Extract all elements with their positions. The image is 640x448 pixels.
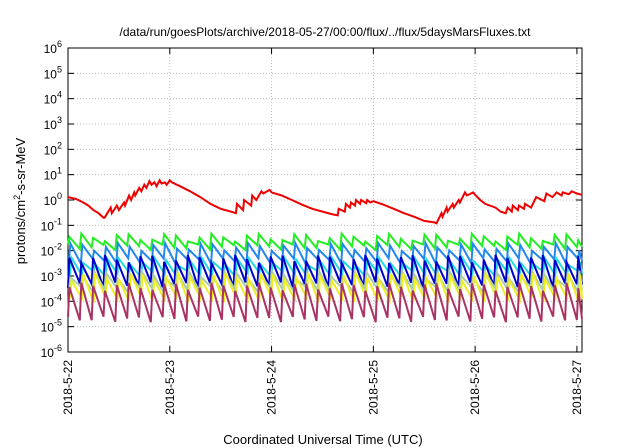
y-tick-label: 10-4 [41,292,62,309]
series-line-sawtooth-6 [67,282,583,323]
y-tick-label: 10-3 [41,267,62,284]
y-tick-label: 10-6 [41,343,62,360]
y-tick-label: 105 [44,64,62,81]
series-line-sawtooth-5 [69,272,583,305]
series-line-sawtooth-0 [67,230,583,253]
y-axis-label-tail: -s-sr-MeV [13,137,28,194]
x-axis-label: Coordinated Universal Time (UTC) [223,432,422,447]
y-tick-label: 102 [44,140,62,157]
x-tick-label: 2018-5-25 [366,360,380,415]
x-axis-ticks: 2018-5-22 2018-5-23 2018-5-24 2018-5-25 2018… [61,48,584,415]
y-tick-label: 100 [44,191,62,208]
chart-title: /data/run/goesPlots/archive/2018-05-27/0… [120,25,532,39]
y-tick-label: 104 [44,90,62,107]
y-tick-label: 101 [44,166,62,183]
y-tick-label: 103 [44,115,62,132]
x-tick-label: 2018-5-26 [468,360,482,415]
series-line-0 [67,178,583,225]
y-axis-label: protons/cm2-s-sr-MeV [12,137,28,264]
y-tick-label: 10-2 [41,242,62,259]
x-tick-label: 2018-5-22 [61,360,75,415]
x-tick-label: 2018-5-23 [163,360,177,415]
x-tick-label: 2018-5-27 [570,360,584,415]
y-tick-label: 10-1 [41,216,62,233]
y-tick-label: 106 [44,39,62,56]
y-tick-label: 10-5 [41,318,62,335]
y-axis-ticks: 10-6 10-5 10-4 10-3 10-2 10-1 100 101 102 103 104 1… [41,39,582,360]
series-layer [67,178,583,323]
x-tick-label: 2018-5-24 [265,360,279,415]
y-axis-label-main: protons/cm [13,200,28,264]
y-axis-label-sup: 2 [12,195,22,200]
